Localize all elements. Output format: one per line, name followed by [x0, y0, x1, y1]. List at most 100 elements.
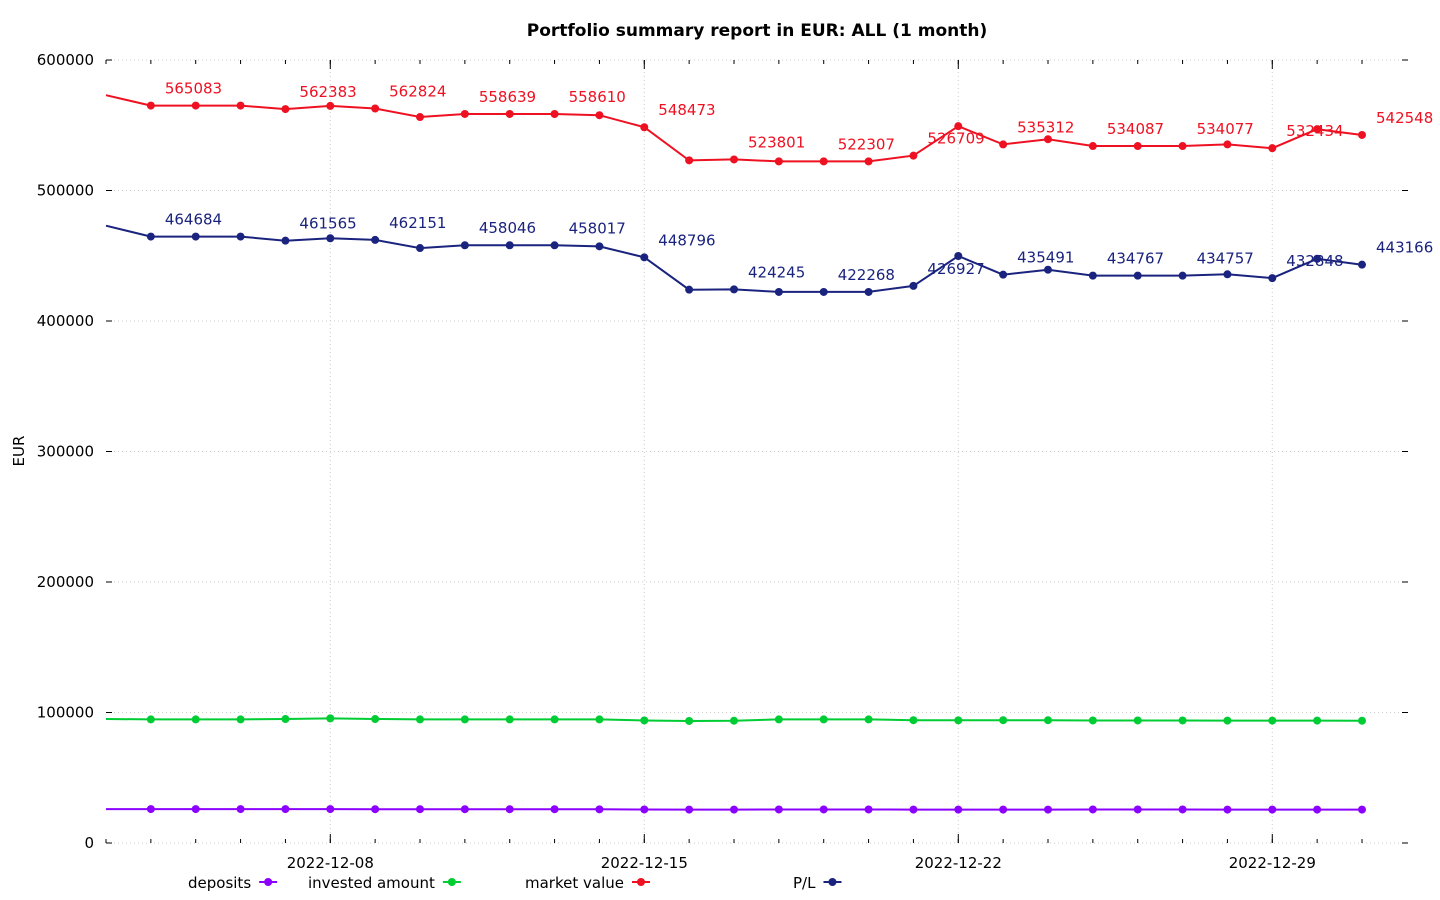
- data-point: [281, 715, 290, 724]
- data-point: [819, 157, 828, 166]
- data-point: [1313, 254, 1322, 263]
- data-point: [236, 805, 245, 814]
- legend-label: market value: [525, 874, 624, 892]
- legend-item: invested amount: [308, 874, 461, 892]
- data-point: [1313, 125, 1322, 134]
- data-point: [326, 101, 335, 110]
- y-tick-label: 400000: [37, 312, 94, 330]
- y-tick-label: 500000: [37, 182, 94, 200]
- data-point: [864, 157, 873, 166]
- data-point: [685, 716, 694, 725]
- x-tick-label: 2022-12-15: [601, 854, 688, 872]
- data-label: 562824: [389, 83, 446, 101]
- data-point: [1268, 274, 1277, 283]
- series-line: [105, 224, 1363, 293]
- data-point: [595, 805, 604, 814]
- data-point: [730, 285, 738, 294]
- data-point: [550, 715, 559, 724]
- data-point: [416, 805, 424, 814]
- data-point: [999, 716, 1008, 725]
- data-point: [640, 253, 649, 262]
- data-label: 558639: [479, 88, 536, 106]
- data-point: [146, 232, 155, 241]
- data-point: [999, 270, 1008, 279]
- data-point: [1133, 142, 1142, 151]
- data-point: [371, 805, 380, 814]
- data-point: [550, 241, 559, 250]
- data-label: 458046: [479, 219, 536, 237]
- data-point: [864, 805, 873, 814]
- x-tick-label: 2022-12-29: [1229, 854, 1316, 872]
- data-point: [460, 805, 469, 814]
- data-point: [819, 715, 828, 724]
- data-point: [281, 236, 290, 245]
- data-point: [774, 157, 783, 166]
- data-point: [909, 151, 918, 160]
- data-label: 523801: [748, 133, 805, 151]
- data-point: [236, 232, 245, 241]
- data-point: [730, 716, 738, 725]
- y-tick-label: 300000: [37, 443, 94, 461]
- data-label: 448796: [658, 231, 715, 249]
- y-tick-label: 100000: [37, 704, 94, 722]
- data-label: 542548: [1376, 109, 1433, 127]
- data-point: [864, 715, 873, 724]
- data-point: [1223, 270, 1232, 279]
- data-point: [505, 715, 514, 724]
- data-point: [1358, 260, 1366, 269]
- data-point: [774, 715, 783, 724]
- data-point: [371, 235, 380, 244]
- legend-label: P/L: [793, 874, 816, 892]
- data-point: [146, 101, 155, 110]
- legend-item: market value: [525, 874, 650, 892]
- data-point: [1223, 805, 1232, 814]
- data-point: [1088, 271, 1097, 280]
- data-point: [416, 715, 424, 724]
- legend-marker: [636, 878, 645, 886]
- grid-lines: [106, 59, 1408, 844]
- data-point: [1044, 265, 1052, 274]
- data-label: 443166: [1376, 239, 1433, 257]
- data-label: 462151: [389, 214, 446, 232]
- data-point: [954, 122, 963, 131]
- y-axis-label: EUR: [10, 436, 28, 467]
- legend-label: invested amount: [308, 874, 435, 892]
- legend-item: P/L: [793, 874, 842, 892]
- data-label: 461565: [299, 215, 356, 233]
- series-layer: [105, 94, 1366, 814]
- data-point: [191, 715, 200, 724]
- data-point: [550, 110, 559, 119]
- data-point: [1268, 716, 1277, 725]
- data-point: [954, 716, 963, 725]
- data-point: [1044, 805, 1052, 814]
- data-point: [326, 714, 335, 723]
- data-point: [550, 805, 559, 814]
- data-point: [371, 104, 380, 113]
- data-point: [685, 805, 694, 814]
- data-point: [236, 715, 245, 724]
- data-point: [1044, 716, 1052, 725]
- y-tick-label: 0: [84, 834, 94, 852]
- data-point: [1358, 716, 1366, 725]
- data-point: [954, 252, 963, 261]
- data-point: [819, 287, 828, 296]
- data-point: [640, 716, 649, 725]
- data-point: [1178, 716, 1187, 725]
- x-tick-label: 2022-12-08: [287, 854, 374, 872]
- data-label: 565083: [165, 80, 222, 98]
- data-label: 424245: [748, 263, 805, 281]
- data-point: [416, 113, 424, 122]
- data-point: [909, 716, 918, 725]
- data-point: [1313, 805, 1322, 814]
- data-point: [1268, 144, 1277, 153]
- data-point: [460, 241, 469, 250]
- data-point: [909, 805, 918, 814]
- data-point: [640, 805, 649, 814]
- data-point: [191, 805, 200, 814]
- data-point: [595, 715, 604, 724]
- data-point: [236, 101, 245, 110]
- data-point: [1313, 716, 1322, 725]
- x-tick-label: 2022-12-22: [915, 854, 1002, 872]
- data-point: [1133, 805, 1142, 814]
